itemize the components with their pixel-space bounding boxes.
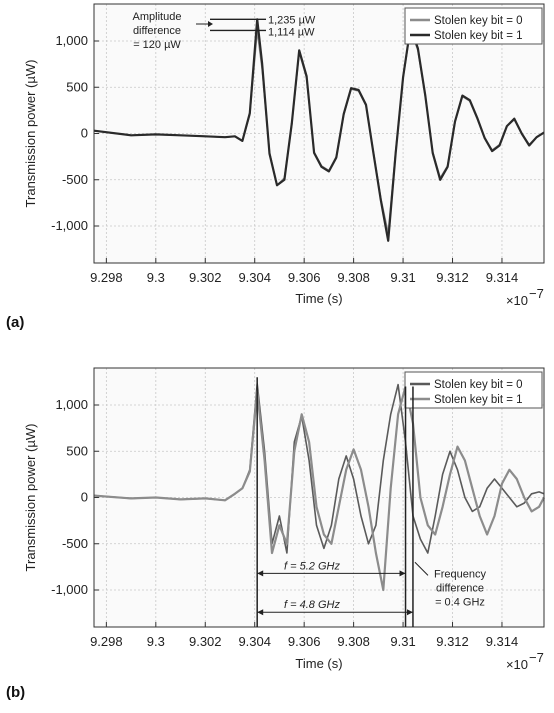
annotations: f = 5.2 GHz f = 4.8 GHz Frequency differenc… [256,377,486,627]
x-axis-label: Time (s) [295,291,342,306]
x-tick-label: 9.304 [238,270,271,285]
x-tick-label: 9.312 [436,634,469,649]
annotations: Amplitude difference = 120 µW 1,235 µW1,114… [133,11,316,51]
chart-panel-b: 9.298 9.3 9.302 9.304 9.306 9.308 9.31 9.312 9.3… [6,367,545,701]
y-tick-label: 1,000 [55,33,88,48]
y-tick-label: 0 [81,490,88,505]
arrowhead [257,609,264,616]
x-exponent: −7 [529,286,544,301]
x-tick-label: 9.314 [486,634,519,649]
legend-box [404,7,543,45]
arrowhead [399,570,406,577]
annotation-frequency-1: f = 5.2 GHz [284,560,340,572]
annotation-freqdiff-line2: difference [436,582,484,594]
arrowhead [406,609,413,616]
x-tick-label: 9.314 [486,270,519,285]
series-line-key-bit-1 [93,385,545,592]
legend-box [404,371,543,409]
plot-frame [93,3,545,264]
y-tick-label: 500 [66,79,88,94]
legend: Stolen key bit = 0 Stolen key bit = 1 [404,7,543,45]
legend-label: Stolen key bit = 0 [434,379,523,391]
annotation-freqdiff-line3: = 0.4 GHz [435,596,485,608]
legend: Stolen key bit = 0 Stolen key bit = 1 [404,371,543,409]
y-tick-label: -1,000 [51,582,88,597]
y-axis-label: Transmission power (µW) [23,424,38,572]
y-tick-label: 0 [81,126,88,141]
panel-label: (a) [6,314,24,331]
x-tick-label: 9.312 [436,270,469,285]
annotation-amplitude-line1: Amplitude [133,11,182,23]
annotation-high-value: 1,235 µW [268,14,316,26]
y-tick-label: 500 [66,443,88,458]
x-tick-label: 9.304 [238,634,271,649]
plot-frame [93,367,545,628]
y-tick-label: -1,000 [51,218,88,233]
panel-label: (b) [6,684,25,701]
legend-label: Stolen key bit = 1 [434,30,523,42]
annotation-low-value: 1,114 µW [268,26,315,38]
x-tick-label: 9.306 [288,634,321,649]
x-axis-label: Time (s) [295,656,342,671]
y-tick-label: -500 [62,536,88,551]
x-tick-label: 9.3 [147,634,165,649]
arrowhead [208,21,213,27]
legend-label: Stolen key bit = 1 [434,394,523,406]
pointer-line [414,561,429,576]
x-multiplier: ×10 [506,657,528,672]
x-tick-label: 9.3 [147,270,165,285]
x-tick-label: 9.308 [337,634,370,649]
annotation-freqdiff-line1: Frequency [434,568,486,580]
x-exponent: −7 [529,650,544,665]
chart-panel-a: 9.298 9.3 9.302 9.304 9.306 9.308 9.31 9.312 9.3… [6,3,545,331]
annotation-amplitude-line2: difference [133,25,181,37]
x-tick-label: 9.298 [90,634,123,649]
y-axis-label: Transmission power (µW) [23,60,38,208]
x-tick-label: 9.298 [90,270,123,285]
annotation-frequency-2: f = 4.8 GHz [284,599,340,611]
x-tick-label: 9.308 [337,270,370,285]
x-tick-label: 9.302 [189,270,222,285]
y-tick-label: 1,000 [55,397,88,412]
x-multiplier: ×10 [506,293,528,308]
x-tick-label: 9.306 [288,270,321,285]
annotation-amplitude-line3: = 120 µW [133,39,181,51]
x-tick-label: 9.31 [390,270,415,285]
legend-label: Stolen key bit = 0 [434,15,523,27]
arrowhead [257,570,264,577]
series-line-key-bit-1 [93,18,545,242]
x-tick-label: 9.31 [390,634,415,649]
x-tick-label: 9.302 [189,634,222,649]
y-tick-label: -500 [62,172,88,187]
